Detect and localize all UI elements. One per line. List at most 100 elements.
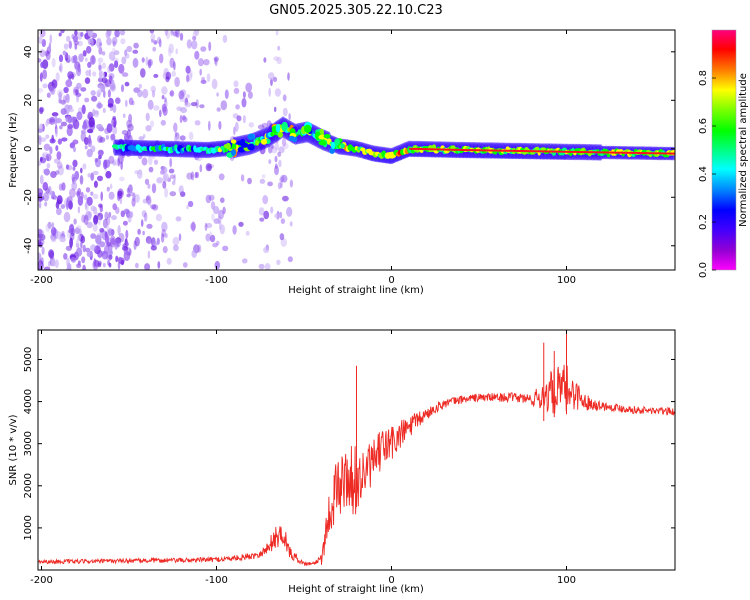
noise-speck [77,40,83,47]
ridge-core [535,150,539,153]
noise-speck [80,87,87,92]
noise-speck [103,159,111,168]
ridge-core [440,148,445,151]
noise-speck [76,238,80,249]
ridge-core [517,150,522,152]
noise-speck [67,71,74,79]
noise-speck [152,46,156,52]
noise-speck [187,200,194,208]
ridge-lower-branch [538,155,543,159]
ridge-core [612,151,616,154]
ridge-lower-branch [388,160,392,164]
noise-speck [86,221,93,229]
noise-speck [138,168,143,175]
noise-speck [238,221,244,227]
noise-speck [174,135,177,143]
ridge-core [437,148,441,151]
noise-speck [242,258,248,264]
noise-speck [125,99,128,107]
noise-speck [192,36,197,41]
ridge-lower-branch [451,154,455,158]
noise-speck [216,107,221,112]
noise-speck [56,207,62,216]
noise-speck [188,131,194,141]
noise-speck [151,183,157,194]
noise-speck [102,263,106,268]
noise-speck [79,175,84,185]
noise-speck [58,54,64,63]
ridge-core [528,150,532,153]
noise-speck [72,159,78,168]
noise-speck [112,40,116,47]
noise-speck [175,216,182,222]
ridge-core [493,149,497,152]
noise-speck [61,182,66,191]
snr-ytick-label: 3000 [23,431,34,456]
noise-speck [142,230,145,236]
noise-speck [267,181,273,187]
noise-speck [50,190,55,198]
noise-speck [257,124,265,130]
noise-speck [209,234,216,243]
noise-speck [279,233,285,241]
noise-speck [39,196,45,201]
ridge-core [636,152,641,154]
noise-speck [42,83,48,89]
noise-speck [99,228,105,233]
noise-speck [165,76,170,83]
noise-speck [137,89,143,98]
noise-speck [94,158,99,163]
noise-speck [206,73,211,82]
noise-speck [86,196,93,206]
noise-speck [81,214,86,223]
ridge-core [521,150,525,152]
spectrogram-content [38,30,675,270]
noise-speck [47,260,52,267]
ridge-core [510,149,515,152]
noise-speck [90,191,94,196]
ridge-spot [277,131,283,138]
noise-speck [242,91,246,99]
noise-speck [145,195,150,201]
noise-speck [153,105,160,111]
noise-speck [38,36,43,44]
noise-speck [58,91,62,101]
noise-speck [125,229,129,239]
noise-speck [42,69,48,80]
noise-speck [233,126,236,136]
noise-speck [233,80,239,88]
noise-speck [153,159,159,165]
ridge-spot [275,123,281,133]
noise-speck [72,139,79,145]
noise-speck [171,70,176,77]
noise-speck [72,166,76,171]
noise-speck [128,97,134,106]
noise-speck [107,246,113,257]
noise-speck [189,69,193,78]
noise-speck [117,261,121,270]
noise-speck [57,165,64,176]
noise-speck [259,217,265,222]
ridge-core [633,151,637,154]
noise-speck [90,244,97,251]
noise-speck [145,56,149,66]
noise-speck [90,38,94,47]
noise-speck [113,119,117,128]
noise-speck [208,120,211,131]
noise-speck [99,136,106,143]
noise-speck [115,255,119,263]
noise-speck [85,69,90,77]
ridge-core [538,150,543,153]
noise-speck [267,72,275,80]
noise-speck [122,113,126,118]
noise-speck [84,97,90,103]
noise-speck [58,65,62,72]
noise-speck [49,116,56,125]
noise-speck [47,221,52,229]
noise-speck [273,56,280,61]
noise-speck [108,211,112,218]
noise-speck [76,92,80,103]
noise-speck [121,56,127,65]
noise-speck [213,56,219,62]
ridge-core [444,148,448,151]
